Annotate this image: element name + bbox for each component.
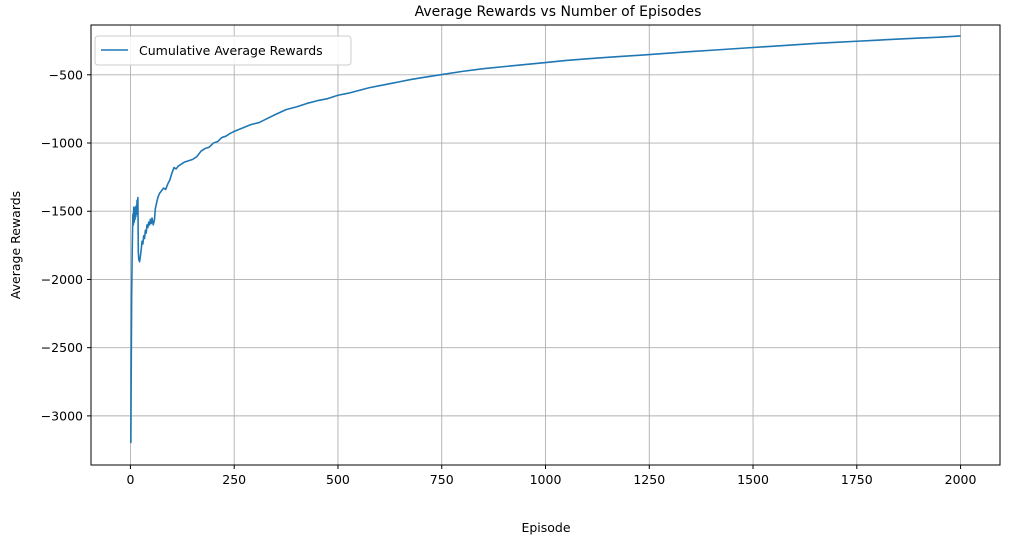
grid-lines xyxy=(91,25,1000,465)
x-tick-label: 1250 xyxy=(633,472,665,487)
y-axis-label: Average Rewards xyxy=(8,191,23,299)
y-tick-label: −500 xyxy=(49,67,83,82)
legend: Cumulative Average Rewards xyxy=(94,35,352,66)
y-axis-ticks: −3000 −2500 −2000 −1500 −1000 −500 xyxy=(41,67,91,423)
legend-box xyxy=(94,35,352,66)
x-tick-label: 1000 xyxy=(530,472,562,487)
y-tick-label: −1000 xyxy=(41,136,83,151)
x-tick-label: 500 xyxy=(326,472,350,487)
chart-title: Average Rewards vs Number of Episodes xyxy=(415,4,702,20)
x-tick-label: 2000 xyxy=(945,472,977,487)
x-axis-label: Episode xyxy=(521,520,570,535)
series-line-cumulative-average-rewards xyxy=(130,35,961,444)
x-tick-label: 0 xyxy=(126,472,134,487)
y-tick-label: −3000 xyxy=(41,408,83,423)
y-tick-label: −2500 xyxy=(41,340,83,355)
y-tick-label: −2000 xyxy=(41,272,83,287)
x-axis-ticks: 0 250 500 750 1000 1250 1500 1750 2000 xyxy=(126,465,977,487)
x-tick-label: 250 xyxy=(222,472,246,487)
x-tick-label: 1500 xyxy=(737,472,769,487)
y-tick-label: −1500 xyxy=(41,204,83,219)
x-tick-label: 750 xyxy=(430,472,454,487)
x-tick-label: 1750 xyxy=(841,472,873,487)
legend-label: Cumulative Average Rewards xyxy=(139,43,323,58)
